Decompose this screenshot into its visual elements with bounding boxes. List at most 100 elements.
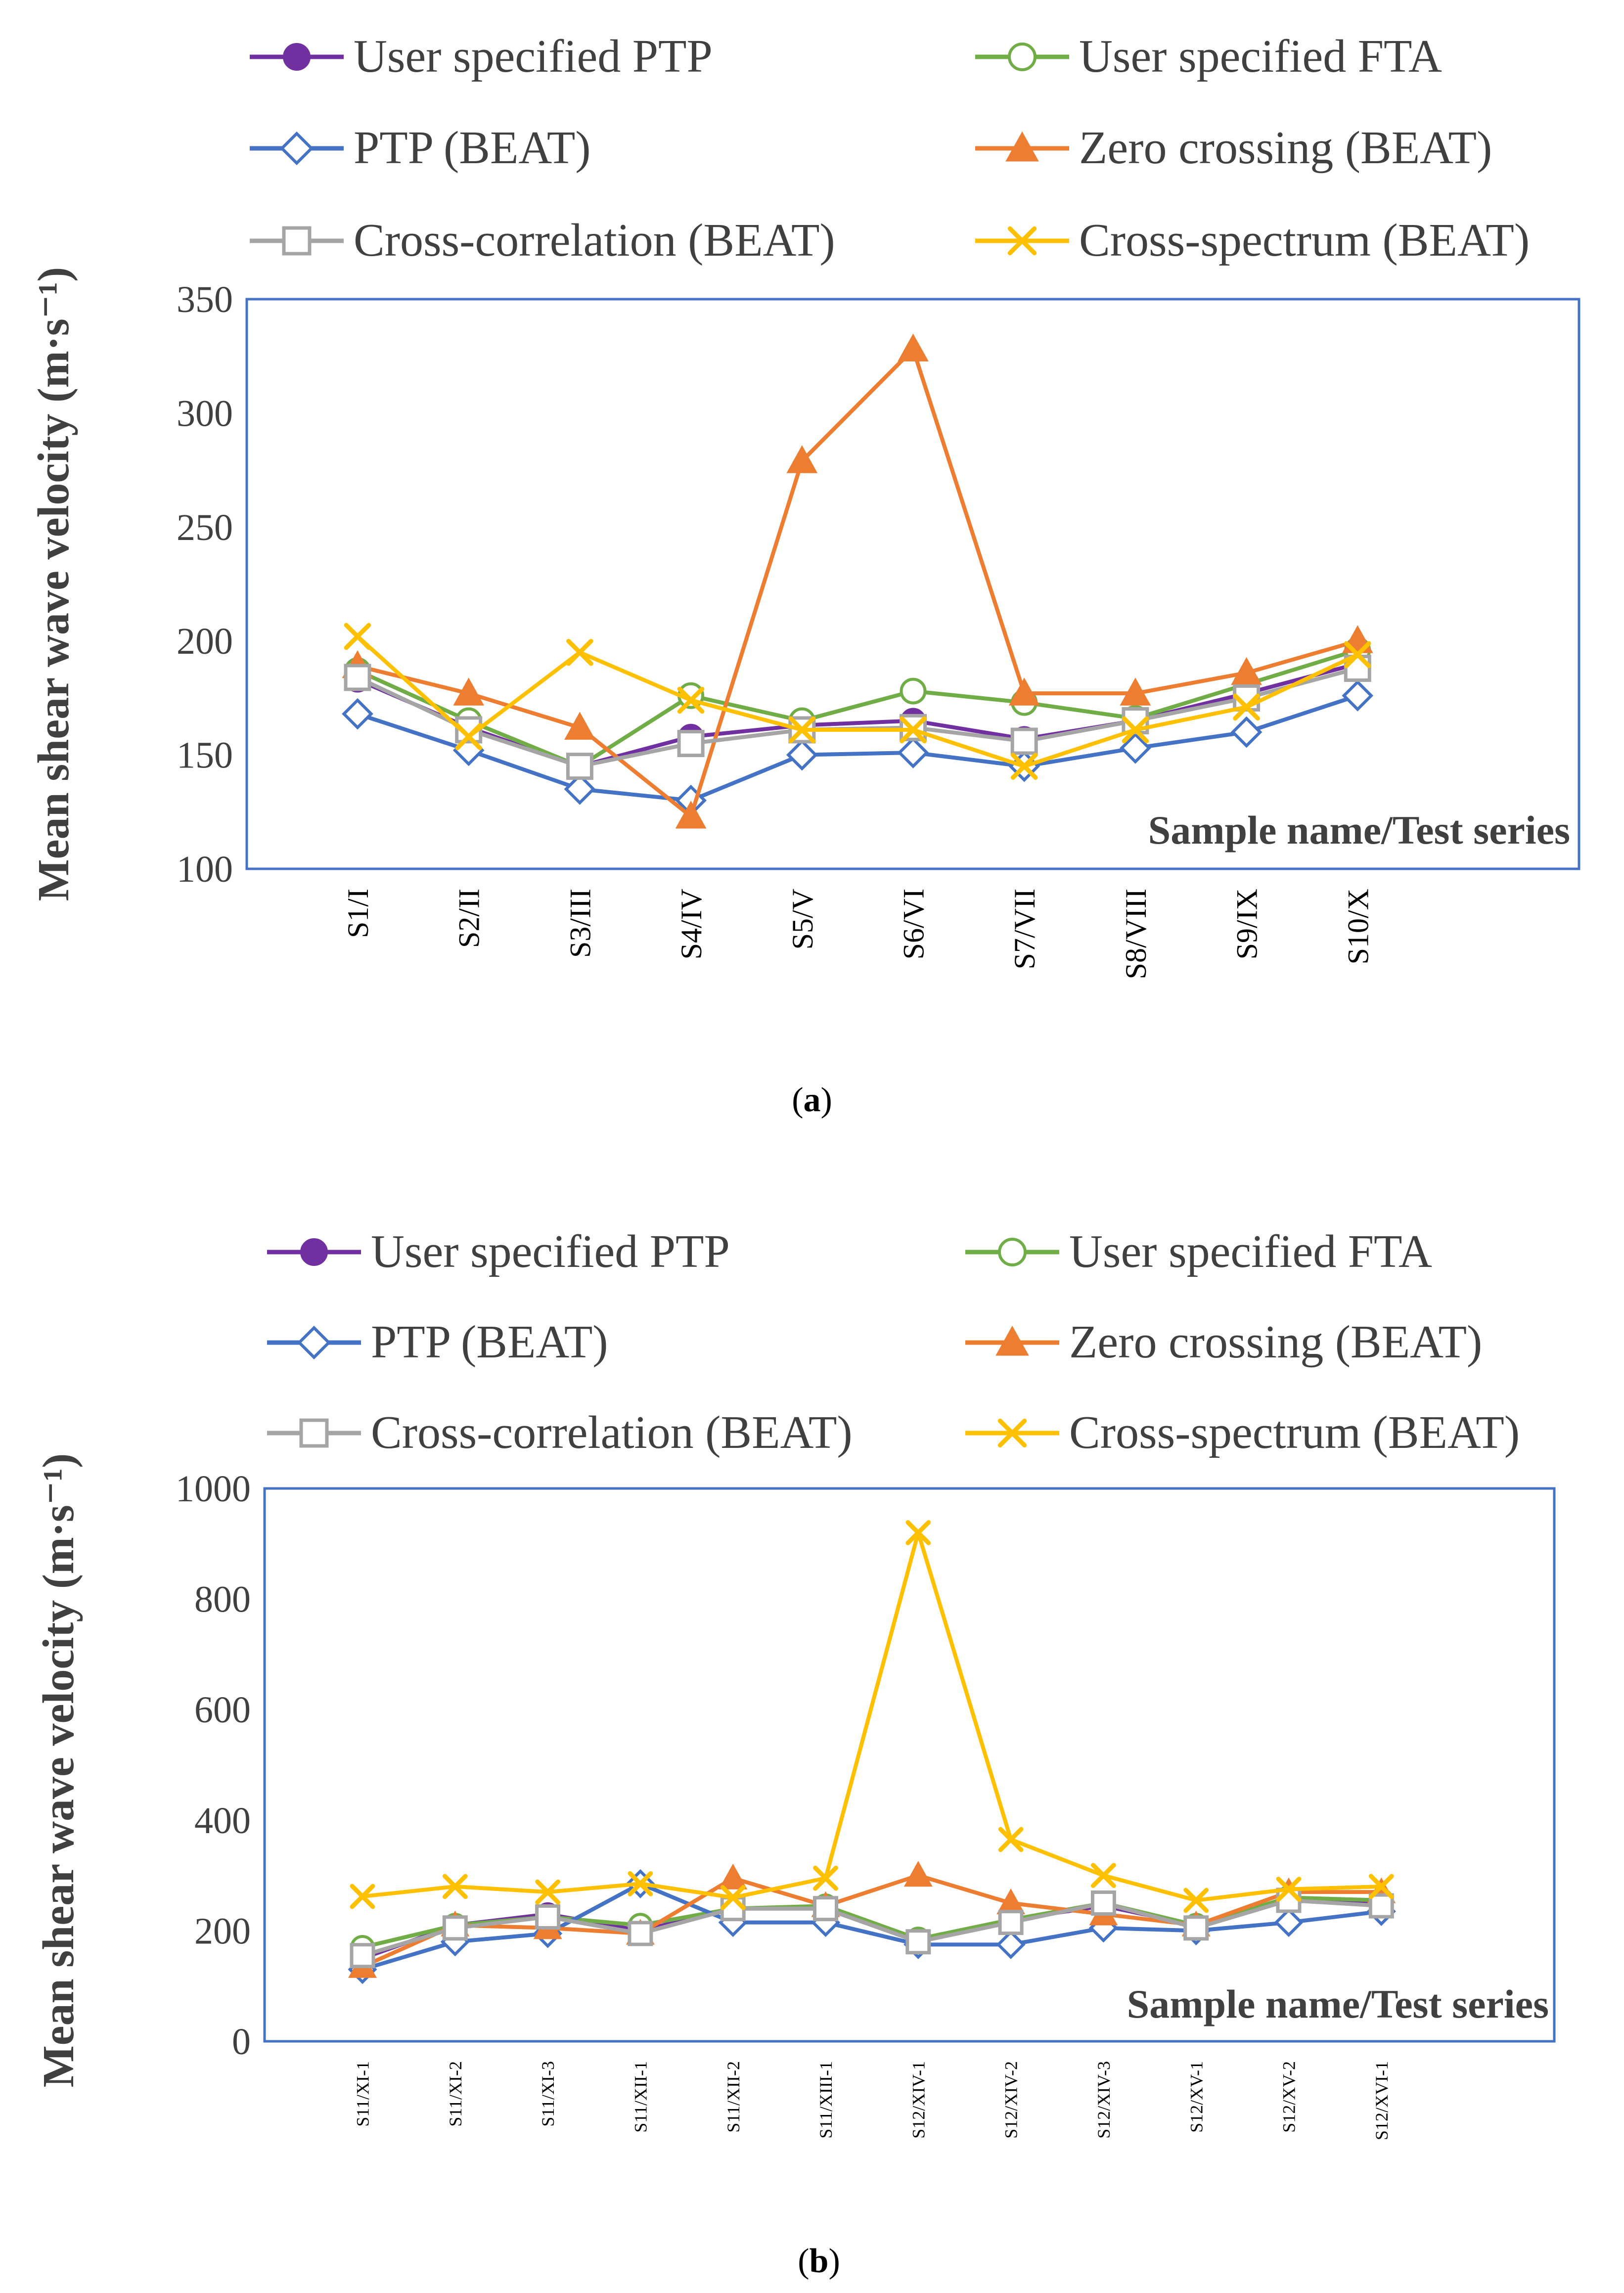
point-zero_crossing-a-1: [453, 677, 485, 706]
legend-marker-user_fta-a: [1008, 43, 1037, 71]
point-ptp_beat-a-7: [1120, 732, 1151, 764]
x-tick-b-11: S12/XVI-1: [1372, 2061, 1392, 2140]
legend-label-cross_correlation-a: Cross-correlation (BEAT): [354, 215, 835, 266]
series-line-zero_crossing-a: [357, 347, 1358, 819]
point-cross_correlation-b-8: [1090, 1890, 1116, 1916]
point-cross_spectrum-a-6: [1010, 753, 1038, 780]
point-cross_spectrum-a-2: [566, 638, 593, 666]
x-tick-b-1: S11/XI-2: [446, 2061, 465, 2127]
legend-marker-cross_spectrum-b: [997, 1418, 1027, 1448]
y-axis-title-a: Mean shear wave velocity (m·s⁻¹): [29, 267, 78, 901]
legend-item-cross_spectrum-b: Cross-spectrum (BEAT): [965, 1407, 1520, 1458]
point-cross_spectrum-a-4: [788, 716, 816, 744]
legend-marker-cross_spectrum-a: [1007, 226, 1037, 256]
legend-item-cross_correlation-a: Cross-correlation (BEAT): [250, 215, 835, 266]
legend-label-user_ptp-b: User specified PTP: [371, 1226, 730, 1277]
point-cross_spectrum-b-8: [1091, 1863, 1116, 1888]
legend-item-ptp_beat-b: PTP (BEAT): [267, 1316, 608, 1368]
x-tick-b-3: S11/XII-1: [631, 2061, 651, 2133]
point-ptp_beat-a-9: [1342, 679, 1374, 712]
x-tick-a-7: S8/VIII: [1120, 889, 1152, 979]
x-tick-b-5: S11/XIII-1: [816, 2061, 836, 2139]
series-cross_spectrum-b: [350, 1520, 1394, 1913]
y-axis-title-b: Mean shear wave velocity (m·s⁻¹): [34, 1453, 83, 2088]
point-cross_spectrum-b-2: [535, 1879, 560, 1905]
legend-marker-cross_correlation-b: [299, 1418, 329, 1448]
x-tick-a-1: S2/II: [453, 889, 486, 948]
point-zero_crossing-a-5: [898, 333, 929, 361]
point-cross_correlation-b-11: [1368, 1893, 1394, 1919]
series-line-cross_spectrum-b: [362, 1530, 1382, 1902]
y-tick-b-600: 600: [194, 1689, 251, 1731]
point-cross_spectrum-b-7: [998, 1827, 1024, 1852]
point-cross_correlation-b-5: [813, 1896, 838, 1922]
point-cross_correlation-a-2: [566, 753, 593, 780]
legend-label-user_fta-b: User specified FTA: [1069, 1226, 1432, 1277]
series-line-user_fta-a: [357, 648, 1358, 768]
y-tick-a-250: 250: [177, 507, 233, 548]
point-cross_correlation-a-6: [1010, 727, 1038, 755]
panel-label-b: (b): [798, 2242, 840, 2280]
point-cross_spectrum-b-9: [1183, 1888, 1209, 1913]
legend-marker-user_ptp-b: [300, 1238, 328, 1266]
legend-item-user_ptp-b: User specified PTP: [267, 1226, 730, 1277]
point-cross_correlation-b-7: [998, 1910, 1024, 1935]
point-ptp_beat-b-10: [1274, 1908, 1304, 1937]
legend-item-user_fta-b: User specified FTA: [965, 1226, 1432, 1277]
point-cross_spectrum-b-6: [905, 1520, 931, 1545]
point-cross_correlation-a-0: [344, 664, 371, 691]
legend-item-user_ptp-a: User specified PTP: [250, 31, 713, 82]
legend-label-cross_correlation-b: Cross-correlation (BEAT): [371, 1407, 853, 1458]
point-zero_crossing-a-8: [1231, 657, 1262, 685]
panel-b: User specified PTP User specified FTA PTP …: [34, 1226, 1556, 2280]
y-axis-ticks-b: 0 200 400 600 800 1000: [176, 1468, 251, 2063]
legend-label-zero_crossing-a: Zero crossing (BEAT): [1079, 122, 1492, 174]
legend-label-cross_spectrum-b: Cross-spectrum (BEAT): [1069, 1407, 1520, 1458]
y-tick-a-100: 100: [177, 849, 233, 890]
legend-item-cross_correlation-b: Cross-correlation (BEAT): [267, 1407, 853, 1458]
x-tick-a-3: S4/IV: [675, 889, 708, 959]
legend-label-zero_crossing-b: Zero crossing (BEAT): [1069, 1316, 1482, 1368]
legend-marker-user_ptp-a: [283, 43, 311, 71]
series-cross_correlation-b: [350, 1888, 1394, 1969]
panel-label-letter-b: b: [810, 2242, 829, 2280]
y-tick-b-800: 800: [194, 1579, 251, 1620]
x-tick-b-2: S11/XI-3: [538, 2061, 558, 2127]
point-ptp_beat-b-7: [996, 1930, 1026, 1959]
y-axis-ticks-a: 100 150 200 250 300 350: [177, 279, 233, 890]
series-line-cross_correlation-b: [361, 1898, 1382, 1958]
legend-marker-user_fta-b: [998, 1238, 1027, 1266]
point-zero_crossing-a-9: [1342, 625, 1373, 653]
plot-frame-a: [245, 298, 1580, 870]
point-cross_correlation-b-2: [535, 1904, 561, 1930]
series-group-a: [342, 333, 1374, 829]
series-line-cross_spectrum-a: [356, 635, 1359, 768]
y-tick-b-400: 400: [194, 1800, 251, 1842]
point-cross_correlation-b-10: [1276, 1888, 1302, 1913]
legend-label-ptp_beat-a: PTP (BEAT): [354, 122, 591, 174]
point-cross_spectrum-a-8: [1233, 693, 1260, 721]
point-cross_correlation-b-6: [905, 1929, 931, 1955]
point-zero_crossing-a-4: [786, 445, 818, 473]
legend-item-user_fta-a: User specified FTA: [975, 31, 1442, 82]
x-tick-a-8: S9/IX: [1231, 889, 1263, 959]
x-tick-b-8: S12/XIV-3: [1094, 2061, 1114, 2139]
point-cross_spectrum-b-1: [442, 1874, 468, 1899]
x-tick-a-2: S3/III: [564, 889, 596, 958]
y-tick-b-0: 0: [232, 2021, 251, 2063]
point-cross_spectrum-a-3: [677, 686, 705, 714]
legend-label-user_ptp-a: User specified PTP: [354, 31, 713, 82]
legend-label-user_fta-a: User specified FTA: [1079, 31, 1442, 82]
y-tick-a-200: 200: [177, 621, 233, 662]
series-group-b: [348, 1520, 1396, 1984]
point-ptp_beat-a-4: [786, 739, 818, 771]
x-tick-a-6: S7/VII: [1008, 889, 1041, 969]
y-tick-a-350: 350: [177, 279, 233, 320]
legend-item-zero_crossing-a: Zero crossing (BEAT): [975, 122, 1492, 174]
point-cross_spectrum-a-0: [344, 623, 371, 650]
point-cross_spectrum-a-9: [1344, 641, 1371, 669]
legend-marker-ptp_beat-b: [297, 1325, 331, 1360]
x-tick-b-10: S12/XV-2: [1279, 2061, 1299, 2133]
y-tick-a-150: 150: [177, 735, 233, 776]
point-zero_crossing-b-4: [719, 1863, 748, 1889]
